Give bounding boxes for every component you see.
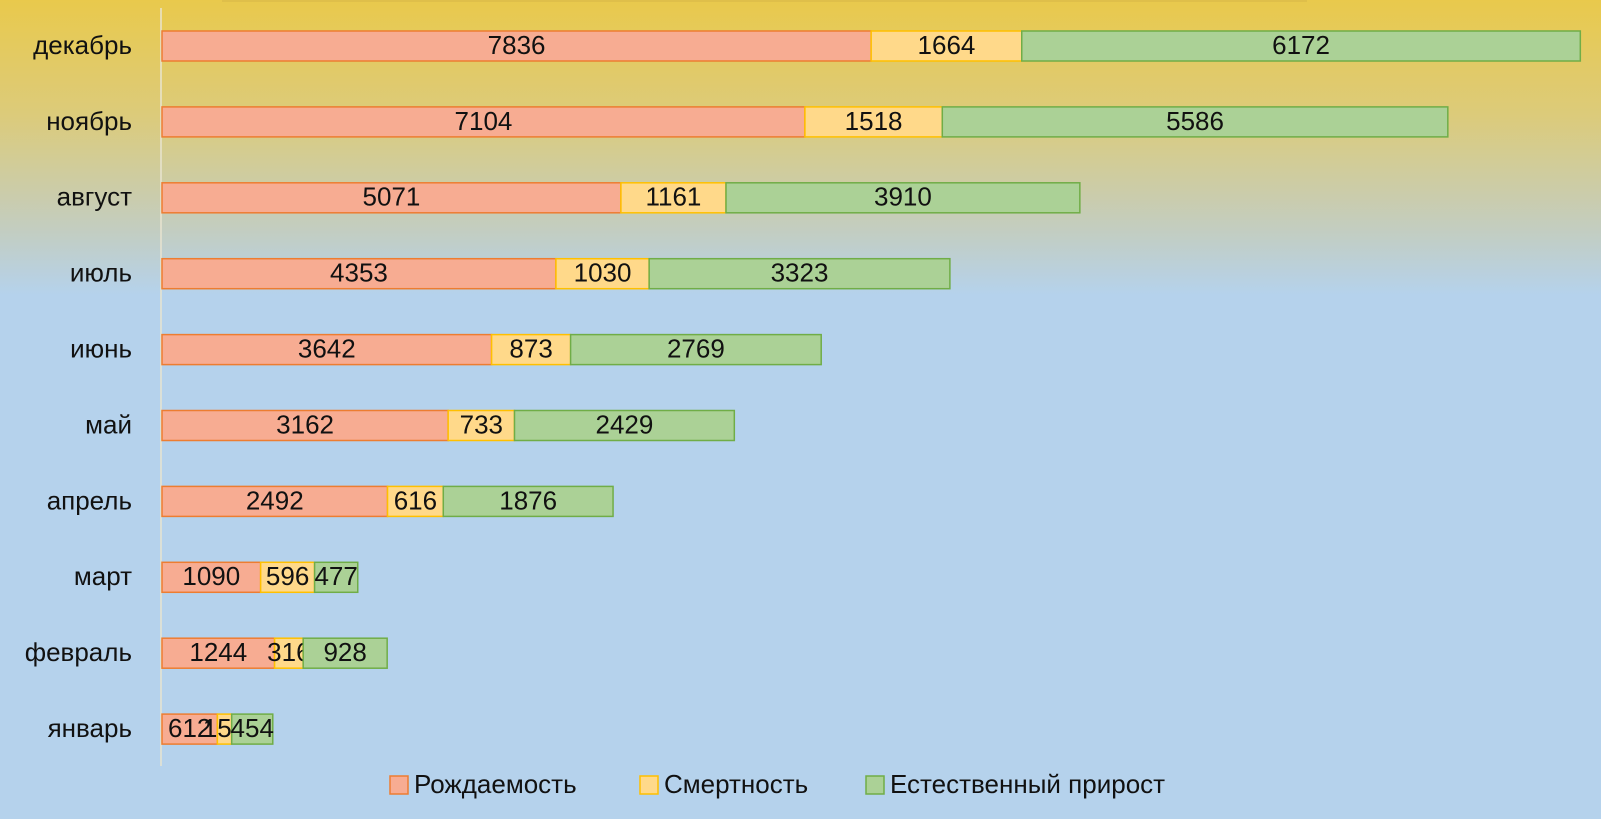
data-label: 2429 (595, 409, 653, 439)
data-label: 2492 (246, 485, 304, 515)
bar-segment (161, 106, 806, 138)
data-label: 1664 (918, 30, 976, 60)
data-label: 616 (394, 485, 437, 515)
data-label: 1876 (499, 485, 557, 515)
data-label: 3642 (298, 333, 356, 363)
bar-segment (555, 257, 650, 290)
bar-segment (230, 713, 274, 745)
data-label: 3162 (276, 409, 334, 439)
legend-label: Естественный прирост (890, 769, 1165, 799)
legend-swatch (389, 775, 409, 795)
category-label: июнь (70, 333, 132, 363)
data-label: 1518 (845, 106, 903, 136)
legend-label: Смертность (664, 769, 808, 799)
data-label: 733 (460, 409, 503, 439)
data-label: 1244 (189, 637, 247, 667)
data-label: 5071 (363, 182, 421, 212)
data-label: 4353 (330, 258, 388, 288)
bar-segment (313, 561, 359, 594)
legend-label: Рождаемость (414, 769, 577, 799)
data-label: 3910 (874, 182, 932, 212)
data-label: 7836 (488, 30, 546, 60)
category-label: март (74, 561, 132, 591)
bar-segment (648, 257, 951, 290)
data-label: 596 (266, 561, 309, 591)
bar-segment (161, 713, 219, 745)
bar-segment (161, 561, 262, 594)
bar-segment (161, 257, 557, 290)
bar-segment (442, 485, 614, 518)
legend-swatch (865, 775, 885, 795)
bar-segment (725, 182, 1081, 214)
data-label: 928 (323, 637, 366, 667)
bar-segment (161, 637, 276, 669)
bar-segment (161, 30, 872, 62)
data-label: 873 (509, 333, 552, 363)
category-label: апрель (47, 485, 132, 515)
data-label: 6172 (1272, 30, 1330, 60)
data-label: 477 (314, 561, 357, 591)
bar-segment (941, 106, 1449, 138)
bar-segment (161, 333, 493, 366)
data-label: 2769 (667, 333, 725, 363)
data-label: 3323 (771, 258, 829, 288)
bar-segment (870, 30, 1023, 62)
shadow-panel (222, 0, 1307, 2)
bar-segment (1021, 30, 1582, 62)
bar-segment (513, 409, 736, 442)
legend-swatch (639, 775, 659, 795)
category-label: июль (70, 258, 132, 288)
data-label: 454 (231, 713, 274, 743)
category-label: ноябрь (46, 106, 132, 136)
bar-segment (302, 637, 388, 669)
data-label: 7104 (455, 106, 513, 136)
data-label: 1030 (574, 258, 632, 288)
category-label: август (57, 182, 132, 212)
category-label: январь (48, 713, 132, 743)
bar-segment (569, 333, 822, 366)
category-label: февраль (25, 637, 132, 667)
data-label: 1161 (645, 182, 701, 212)
category-label: май (85, 409, 132, 439)
bar-segment (161, 485, 389, 518)
data-label: 1090 (182, 561, 240, 591)
data-label: 5586 (1166, 106, 1224, 136)
data-label: 612 (168, 713, 211, 743)
category-label: декабрь (33, 30, 132, 60)
